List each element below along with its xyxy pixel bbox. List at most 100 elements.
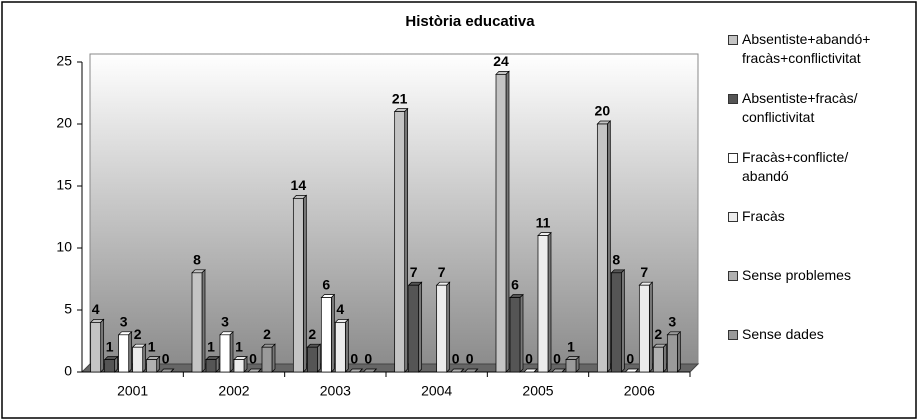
value-label: 0 xyxy=(452,351,460,367)
bar xyxy=(509,297,521,373)
legend-label: Fracàs xyxy=(742,208,785,224)
bar xyxy=(219,334,231,373)
bar xyxy=(205,359,217,373)
chart-title: Història educativa xyxy=(405,13,535,30)
bar-side xyxy=(404,107,409,373)
bar xyxy=(638,284,650,373)
bar-side xyxy=(142,343,147,373)
legend-label: Sense dades xyxy=(742,326,824,342)
bar-side xyxy=(344,318,349,373)
bar xyxy=(146,359,158,373)
bar-side xyxy=(330,293,335,373)
value-label: 0 xyxy=(466,351,474,367)
x-tick-label: 2003 xyxy=(320,383,351,399)
value-label: 1 xyxy=(567,338,575,354)
value-label: 3 xyxy=(221,314,229,330)
value-label: 1 xyxy=(106,338,114,354)
value-label: 8 xyxy=(193,252,201,268)
bar xyxy=(132,346,144,373)
legend-swatch xyxy=(728,271,738,281)
bar xyxy=(610,272,622,373)
value-label: 7 xyxy=(438,264,446,280)
x-tick-label: 2006 xyxy=(624,383,655,399)
value-label: 0 xyxy=(525,351,533,367)
value-label: 7 xyxy=(410,264,418,280)
bar xyxy=(104,359,116,373)
value-label: 2 xyxy=(654,326,662,342)
bar xyxy=(334,322,346,373)
y-tick-label: 10 xyxy=(56,239,72,255)
value-label: 20 xyxy=(595,103,611,119)
y-tick-label: 15 xyxy=(56,177,72,193)
legend: Absentiste+abandó+ fracàs+conflictivitat… xyxy=(728,30,913,384)
bar xyxy=(408,284,420,373)
bar-side xyxy=(505,70,510,373)
bar xyxy=(261,346,273,373)
legend-label: Absentiste+fracàs/ conflictivitat xyxy=(742,90,858,125)
legend-item: Fracàs+conflicte/ abandó xyxy=(728,148,913,207)
value-label: 4 xyxy=(336,301,344,317)
bar-side xyxy=(606,120,611,373)
y-tick-label: 0 xyxy=(64,363,72,379)
value-label: 1 xyxy=(235,338,243,354)
bar-side xyxy=(100,318,105,373)
bar xyxy=(306,346,318,373)
x-tick-label: 2004 xyxy=(421,383,452,399)
bar-side xyxy=(533,368,538,373)
bar xyxy=(320,297,332,373)
legend-item: Fracàs xyxy=(728,207,913,266)
x-tick-label: 2002 xyxy=(218,383,249,399)
bar-side xyxy=(460,368,464,373)
value-label: 2 xyxy=(263,326,271,342)
x-tick-label: 2001 xyxy=(117,383,148,399)
bar xyxy=(436,284,448,373)
legend-label: Sense problemes xyxy=(742,267,851,283)
legend-swatch xyxy=(728,35,738,45)
y-tick-label: 25 xyxy=(56,53,72,69)
bar xyxy=(565,359,577,373)
legend-item: Sense problemes xyxy=(728,266,913,325)
bar xyxy=(118,334,130,373)
legend-item: Absentiste+fracàs/ conflictivitat xyxy=(728,89,913,148)
bar xyxy=(537,235,549,373)
bar-side xyxy=(635,368,639,373)
value-label: 0 xyxy=(350,351,358,367)
bar xyxy=(292,198,304,373)
bar xyxy=(495,74,507,373)
bar-side xyxy=(446,281,451,373)
bar-side xyxy=(128,330,133,373)
bar-side xyxy=(170,368,174,373)
value-label: 24 xyxy=(493,53,509,69)
value-label: 3 xyxy=(120,314,128,330)
value-label: 0 xyxy=(364,351,372,367)
value-label: 2 xyxy=(134,326,142,342)
y-tick-label: 5 xyxy=(64,301,72,317)
bar-side xyxy=(561,368,566,373)
bar xyxy=(233,359,245,373)
bar xyxy=(394,111,406,373)
value-label: 6 xyxy=(322,276,330,292)
legend-item: Sense dades xyxy=(728,325,913,384)
legend-swatch xyxy=(728,153,738,163)
bar-side xyxy=(547,231,552,373)
value-label: 0 xyxy=(249,351,257,367)
bar-side xyxy=(114,355,119,373)
bar-side xyxy=(676,330,681,373)
value-label: 14 xyxy=(291,177,307,193)
bar-side xyxy=(243,355,248,373)
value-label: 1 xyxy=(148,338,156,354)
bar xyxy=(666,334,678,373)
x-tick-label: 2005 xyxy=(522,383,553,399)
legend-item: Absentiste+abandó+ fracàs+conflictivitat xyxy=(728,30,913,89)
bar-side xyxy=(316,343,321,373)
y-tick-label: 20 xyxy=(56,115,72,131)
value-label: 21 xyxy=(392,90,408,106)
bar xyxy=(652,346,664,373)
value-label: 7 xyxy=(640,264,648,280)
bar xyxy=(191,272,203,373)
value-label: 1 xyxy=(207,338,215,354)
value-label: 8 xyxy=(612,252,620,268)
bar-side xyxy=(648,281,653,373)
bar-side xyxy=(229,330,234,373)
